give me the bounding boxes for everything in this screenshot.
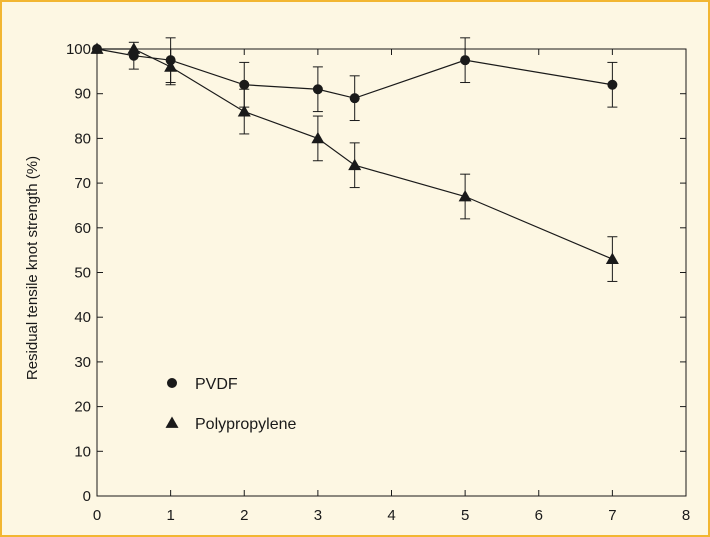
x-tick-label: 3 — [314, 507, 322, 524]
polypropylene-point — [605, 252, 619, 264]
y-tick-label: 60 — [74, 220, 91, 237]
y-tick-label: 0 — [83, 488, 91, 505]
pvdf-point — [312, 84, 323, 95]
x-tick-label: 0 — [93, 507, 101, 524]
y-axis-label: Residual tensile knot strength (%) — [24, 156, 41, 380]
axis-ticks — [96, 48, 687, 497]
pvdf-point — [349, 93, 360, 104]
x-tick-label: 1 — [166, 507, 174, 524]
polypropylene-point — [311, 131, 325, 144]
legend-item-pvdf: PVDF — [167, 376, 238, 393]
legend: PVDF Polypropylene — [165, 376, 297, 433]
x-tick-label: 7 — [608, 507, 616, 524]
series-layer — [90, 37, 619, 282]
y-tick-label: 50 — [74, 265, 91, 282]
legend-marker-pvdf — [167, 378, 177, 388]
x-tick-label: 2 — [240, 507, 248, 524]
legend-label-polypropylene: Polypropylene — [195, 416, 297, 433]
x-tick-label: 6 — [535, 507, 543, 524]
polypropylene-point — [458, 190, 472, 202]
y-tick-label: 100 — [66, 41, 91, 58]
pvdf-point — [460, 55, 471, 66]
y-tick-label: 70 — [74, 175, 91, 192]
plot-area — [96, 48, 687, 497]
polypropylene-point — [348, 158, 362, 171]
legend-marker-polypropylene — [165, 416, 179, 428]
y-tick-labels: 0 10 20 30 40 50 60 70 80 90 100 — [66, 41, 91, 505]
polypropylene-point — [90, 42, 104, 54]
x-tick-label: 4 — [387, 507, 395, 524]
x-tick-labels: 0 1 2 3 4 5 6 7 8 — [93, 507, 690, 524]
x-tick-label: 8 — [682, 507, 690, 524]
polypropylene-point — [237, 105, 251, 117]
y-tick-label: 10 — [74, 443, 91, 460]
legend-label-pvdf: PVDF — [195, 376, 238, 393]
series-polypropylene — [90, 42, 619, 282]
y-tick-label: 30 — [74, 354, 91, 371]
pvdf-point — [239, 79, 250, 90]
pvdf-line — [96, 48, 613, 99]
pvdf-point — [607, 79, 618, 90]
y-tick-label: 90 — [74, 86, 91, 103]
polypropylene-line — [97, 48, 613, 260]
y-tick-label: 40 — [74, 309, 91, 326]
legend-item-polypropylene: Polypropylene — [165, 416, 297, 433]
x-tick-label: 5 — [461, 507, 469, 524]
y-tick-label: 20 — [74, 399, 91, 416]
polypropylene-point — [127, 42, 141, 54]
polypropylene-point — [164, 60, 178, 72]
y-tick-label: 80 — [74, 130, 91, 147]
